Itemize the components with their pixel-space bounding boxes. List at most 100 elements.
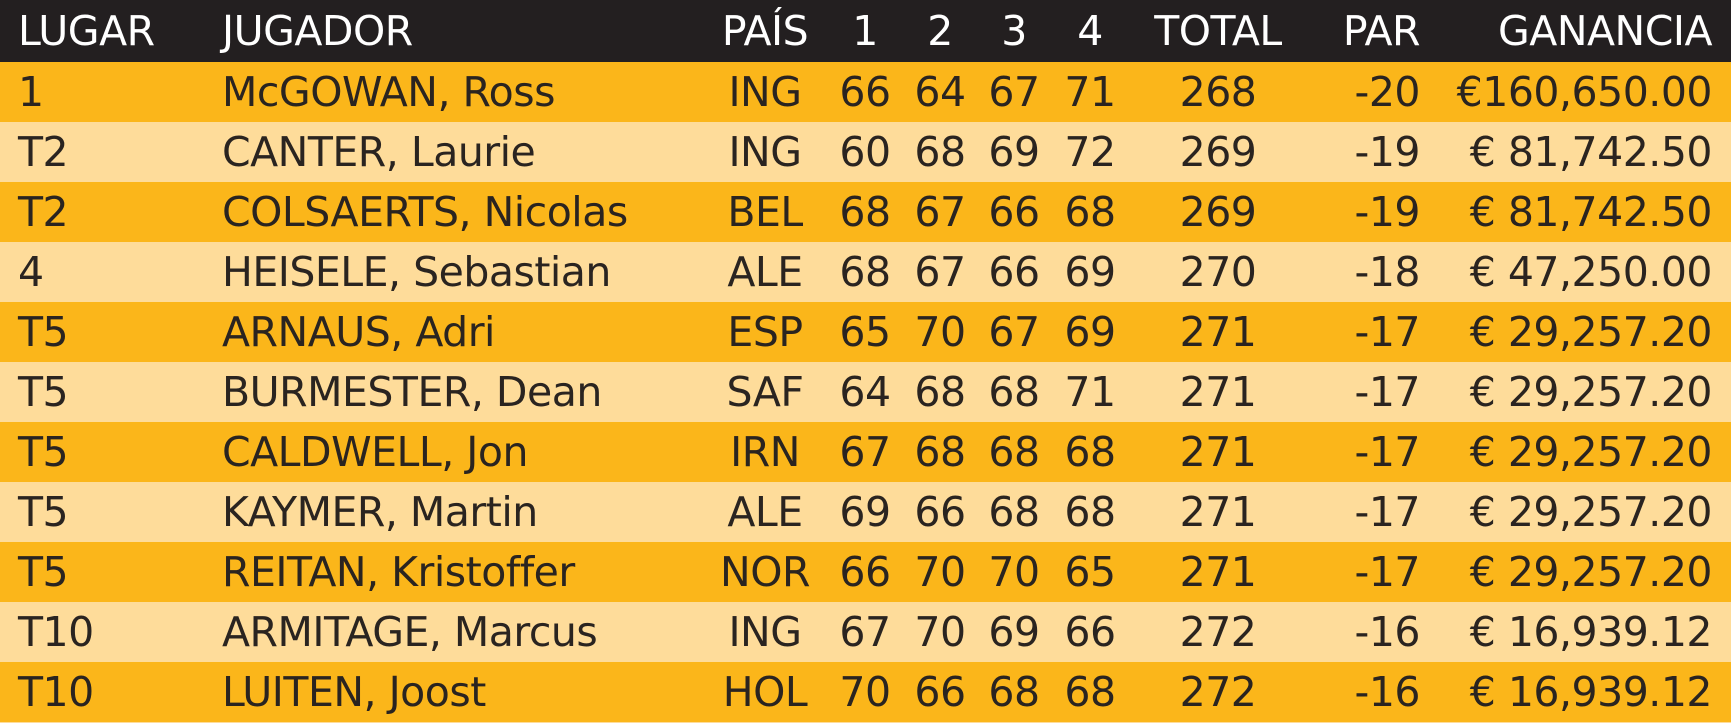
earnings-cell: € 29,257.20 — [1469, 368, 1713, 416]
round-1-cell: 66 — [839, 68, 891, 116]
place-cell: T10 — [18, 668, 94, 716]
player-cell: KAYMER, Martin — [222, 488, 538, 536]
par-cell: -17 — [1354, 308, 1421, 356]
round-1-cell: 65 — [839, 308, 891, 356]
round-2-cell: 68 — [914, 428, 966, 476]
player-row: T5 KAYMER, Martin ALE 69 66 68 68 271 -17 € 29,25… — [0, 482, 1731, 542]
round-1-cell: 70 — [839, 668, 891, 716]
round-1-cell: 1 — [852, 7, 878, 55]
round-1-cell: 68 — [839, 248, 891, 296]
country-cell: ING — [728, 68, 802, 116]
par-cell: -19 — [1354, 188, 1421, 236]
player-row: T5 REITAN, Kristoffer NOR 66 70 70 65 271 -17 € 2… — [0, 542, 1731, 602]
round-4-cell: 69 — [1064, 248, 1116, 296]
header-row: LUGAR JUGADOR PAÍS 1 2 3 4 TOTAL PAR GANANCIA — [0, 0, 1731, 62]
total-cell: 271 — [1179, 548, 1257, 596]
country-cell: IRN — [730, 428, 800, 476]
earnings-cell: € 47,250.00 — [1469, 248, 1713, 296]
place-cell: T5 — [18, 308, 69, 356]
round-3-cell: 3 — [1001, 7, 1027, 55]
place-cell: T5 — [18, 548, 69, 596]
earnings-cell: € 16,939.12 — [1469, 668, 1713, 716]
country-cell: ING — [728, 128, 802, 176]
player-row: T10 ARMITAGE, Marcus ING 67 70 69 66 272 -16 € 16… — [0, 602, 1731, 662]
round-2-cell: 70 — [914, 608, 966, 656]
round-2-cell: 70 — [914, 308, 966, 356]
par-cell: -17 — [1354, 548, 1421, 596]
round-1-cell: 67 — [839, 608, 891, 656]
par-cell: -17 — [1354, 488, 1421, 536]
total-cell: 268 — [1179, 68, 1257, 116]
round-1-cell: 69 — [839, 488, 891, 536]
country-cell: NOR — [720, 548, 810, 596]
total-cell: 272 — [1179, 608, 1257, 656]
round-3-cell: 68 — [988, 668, 1040, 716]
round-3-cell: 70 — [988, 548, 1040, 596]
player-cell: CANTER, Laurie — [222, 128, 536, 176]
round-2-cell: 68 — [914, 128, 966, 176]
place-cell: T5 — [18, 428, 69, 476]
par-cell: -20 — [1354, 68, 1421, 116]
round-4-cell: 72 — [1064, 128, 1116, 176]
place-cell: T10 — [18, 608, 94, 656]
round-4-cell: 65 — [1064, 548, 1116, 596]
par-cell: -18 — [1354, 248, 1421, 296]
round-4-cell: 68 — [1064, 668, 1116, 716]
round-3-cell: 66 — [988, 188, 1040, 236]
player-row: 4 HEISELE, Sebastian ALE 68 67 66 69 270 -18 € 47… — [0, 242, 1731, 302]
place-cell: T5 — [18, 488, 69, 536]
round-4-cell: 68 — [1064, 488, 1116, 536]
round-1-cell: 60 — [839, 128, 891, 176]
player-row: T5 ARNAUS, Adri ESP 65 70 67 69 271 -17 € 29,257.… — [0, 302, 1731, 362]
round-2-cell: 68 — [914, 368, 966, 416]
total-cell: 270 — [1179, 248, 1257, 296]
round-2-cell: 67 — [914, 248, 966, 296]
total-cell: 269 — [1179, 188, 1257, 236]
earnings-cell: € 29,257.20 — [1469, 308, 1713, 356]
player-row: T5 BURMESTER, Dean SAF 64 68 68 71 271 -17 € 29,2… — [0, 362, 1731, 422]
round-3-cell: 66 — [988, 248, 1040, 296]
place-cell: 4 — [18, 248, 44, 296]
player-cell: HEISELE, Sebastian — [222, 248, 611, 296]
player-row: T2 CANTER, Laurie ING 60 68 69 72 269 -19 € 81,74… — [0, 122, 1731, 182]
round-2-cell: 67 — [914, 188, 966, 236]
earnings-cell: € 81,742.50 — [1469, 128, 1713, 176]
country-cell: ALE — [727, 488, 803, 536]
player-row: T2 COLSAERTS, Nicolas BEL 68 67 66 68 269 -19 € 8… — [0, 182, 1731, 242]
player-cell: ARMITAGE, Marcus — [222, 608, 598, 656]
country-cell: BEL — [727, 188, 803, 236]
total-cell: 271 — [1179, 308, 1257, 356]
earnings-cell: € 29,257.20 — [1469, 428, 1713, 476]
round-3-cell: 69 — [988, 128, 1040, 176]
total-cell: TOTAL — [1154, 7, 1282, 55]
total-cell: 272 — [1179, 668, 1257, 716]
total-cell: 271 — [1179, 368, 1257, 416]
earnings-cell: € 29,257.20 — [1469, 488, 1713, 536]
total-cell: 269 — [1179, 128, 1257, 176]
par-cell: -17 — [1354, 428, 1421, 476]
country-cell: ESP — [727, 308, 803, 356]
round-3-cell: 67 — [988, 68, 1040, 116]
round-2-cell: 64 — [914, 68, 966, 116]
par-cell: -16 — [1354, 668, 1421, 716]
player-cell: COLSAERTS, Nicolas — [222, 188, 628, 236]
earnings-cell: € 16,939.12 — [1469, 608, 1713, 656]
player-cell: REITAN, Kristoffer — [222, 548, 575, 596]
player-row: 1 McGOWAN, Ross ING 66 64 67 71 268 -20 €160,650.… — [0, 62, 1731, 122]
round-3-cell: 68 — [988, 428, 1040, 476]
round-3-cell: 68 — [988, 488, 1040, 536]
player-cell: McGOWAN, Ross — [222, 68, 556, 116]
round-4-cell: 4 — [1077, 7, 1103, 55]
total-cell: 271 — [1179, 428, 1257, 476]
country-cell: ING — [728, 608, 802, 656]
round-3-cell: 67 — [988, 308, 1040, 356]
par-cell: -17 — [1354, 368, 1421, 416]
round-1-cell: 68 — [839, 188, 891, 236]
round-4-cell: 66 — [1064, 608, 1116, 656]
player-row: T10 LUITEN, Joost HOL 70 66 68 68 272 -16 € 16,93… — [0, 662, 1731, 722]
round-4-cell: 71 — [1064, 68, 1116, 116]
player-cell: LUITEN, Joost — [222, 668, 486, 716]
place-cell: T2 — [18, 128, 69, 176]
player-cell: ARNAUS, Adri — [222, 308, 495, 356]
